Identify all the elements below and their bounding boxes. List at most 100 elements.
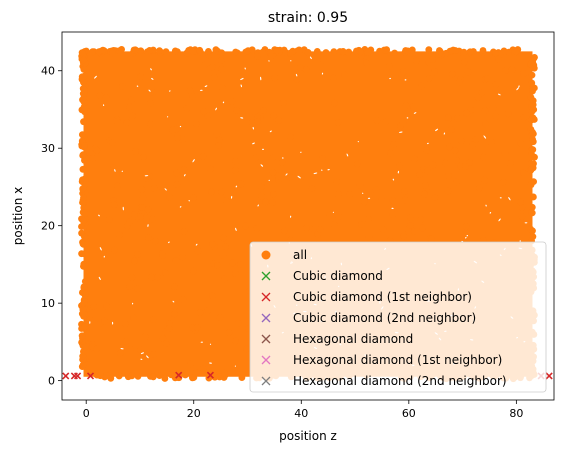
all-point bbox=[115, 372, 123, 380]
gap bbox=[295, 73, 298, 77]
all-point bbox=[528, 79, 536, 87]
all-point bbox=[500, 47, 508, 55]
all-point bbox=[170, 310, 178, 318]
gap bbox=[99, 247, 102, 251]
all-point bbox=[150, 184, 158, 192]
gap bbox=[321, 169, 323, 171]
gap bbox=[327, 169, 330, 171]
all-point bbox=[232, 48, 240, 56]
gap bbox=[252, 142, 255, 145]
legend: all Cubic diamond Cubic diamond (1st neigh… bbox=[249, 241, 547, 393]
gap bbox=[94, 75, 97, 79]
all-point bbox=[407, 222, 414, 229]
all-point bbox=[231, 270, 239, 277]
all-point bbox=[101, 317, 108, 325]
all-point bbox=[126, 345, 134, 353]
gap bbox=[235, 227, 237, 232]
all-point bbox=[162, 48, 170, 55]
gap bbox=[179, 125, 182, 128]
gap bbox=[252, 126, 254, 130]
all-point bbox=[172, 257, 180, 264]
all-point bbox=[159, 335, 167, 342]
all-point bbox=[89, 154, 97, 162]
x-marker bbox=[175, 371, 183, 379]
y-tick-label: 40 bbox=[41, 65, 55, 78]
all-point bbox=[530, 64, 538, 72]
all-point bbox=[410, 103, 417, 111]
all-point bbox=[423, 167, 431, 175]
all-point bbox=[412, 57, 420, 65]
all-point bbox=[480, 153, 487, 161]
all-point bbox=[410, 228, 418, 235]
all-point bbox=[489, 104, 497, 112]
legend-marker bbox=[261, 292, 271, 302]
all-point bbox=[141, 333, 149, 341]
all-point bbox=[232, 157, 240, 165]
gap bbox=[234, 365, 236, 367]
all-point bbox=[379, 226, 387, 234]
gap bbox=[136, 85, 139, 87]
all-point bbox=[151, 237, 159, 245]
all-point bbox=[281, 227, 288, 235]
all-point bbox=[89, 48, 96, 56]
all-point bbox=[319, 155, 327, 162]
gap bbox=[98, 276, 101, 281]
all-point bbox=[134, 372, 142, 380]
all-point bbox=[334, 190, 342, 198]
legend-label: Cubic diamond bbox=[293, 269, 383, 283]
x-marker bbox=[74, 372, 82, 380]
all-point bbox=[146, 47, 154, 54]
all-point bbox=[303, 224, 310, 232]
all-point bbox=[400, 232, 408, 240]
all-point bbox=[147, 120, 154, 128]
y-axis-ticks: 0 10 20 30 40 bbox=[41, 65, 62, 388]
all-point bbox=[431, 194, 439, 201]
all-point bbox=[428, 235, 435, 243]
gap bbox=[332, 211, 334, 213]
all-point bbox=[225, 329, 233, 336]
all-point bbox=[520, 70, 527, 77]
all-point bbox=[529, 146, 537, 154]
all-point bbox=[423, 146, 430, 154]
all-point bbox=[190, 194, 197, 202]
all-point bbox=[278, 158, 286, 166]
gap bbox=[164, 188, 167, 191]
all-point bbox=[137, 73, 145, 81]
gap bbox=[282, 157, 284, 159]
all-point bbox=[529, 136, 536, 143]
all-point bbox=[171, 283, 178, 290]
all-point bbox=[474, 93, 482, 101]
gap bbox=[485, 204, 487, 207]
all-point bbox=[520, 114, 528, 121]
gap bbox=[188, 200, 190, 202]
all-point bbox=[399, 119, 407, 127]
all-point bbox=[80, 56, 88, 64]
all-point bbox=[238, 374, 246, 381]
all-point bbox=[221, 275, 229, 283]
all-point bbox=[279, 99, 287, 107]
gap bbox=[483, 135, 487, 139]
gap bbox=[169, 90, 171, 92]
all-point bbox=[119, 170, 126, 178]
all-point bbox=[207, 165, 215, 173]
all-point bbox=[123, 119, 131, 126]
all-point bbox=[357, 48, 364, 56]
all-point bbox=[243, 48, 251, 55]
all-point bbox=[229, 259, 236, 267]
all-point bbox=[137, 346, 145, 354]
x-marker bbox=[206, 371, 214, 379]
all-point bbox=[204, 307, 212, 314]
all-point bbox=[173, 181, 181, 189]
gap bbox=[268, 179, 270, 181]
y-axis-label: position x bbox=[11, 187, 25, 245]
all-point bbox=[222, 243, 229, 251]
all-point bbox=[431, 68, 438, 76]
gap bbox=[391, 207, 394, 210]
gap bbox=[497, 93, 501, 96]
all-point bbox=[372, 186, 380, 194]
gap bbox=[466, 235, 469, 237]
all-point bbox=[512, 47, 520, 55]
all-point bbox=[529, 227, 536, 235]
all-point bbox=[139, 204, 146, 212]
gap bbox=[240, 77, 244, 81]
